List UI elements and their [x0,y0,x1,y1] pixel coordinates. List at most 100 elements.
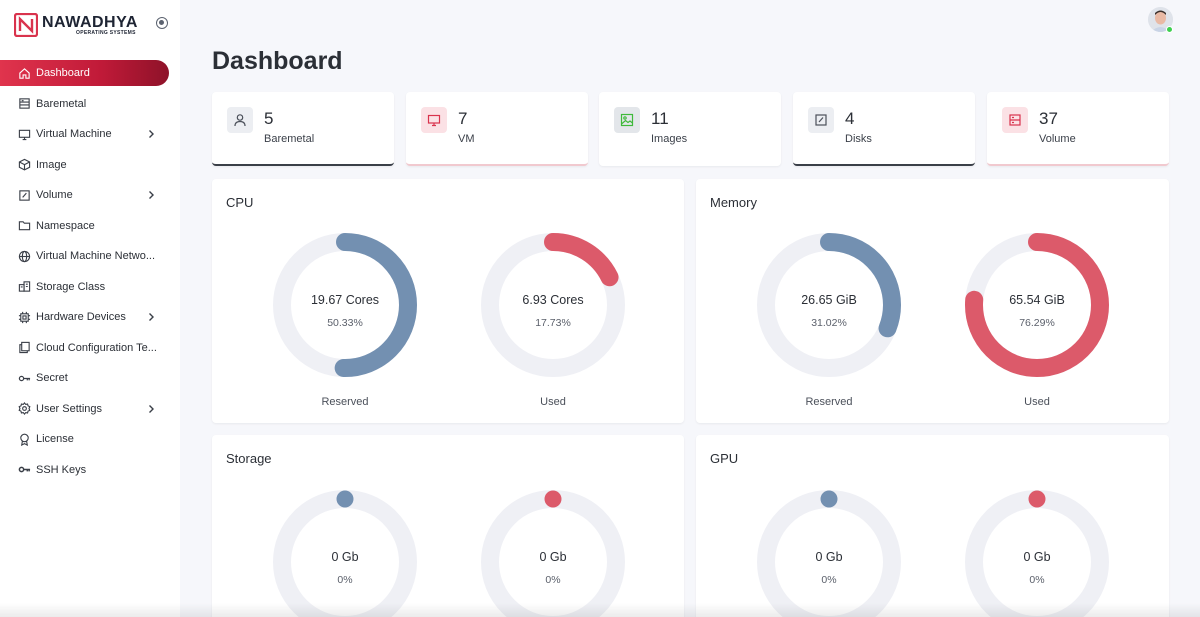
volume-box-icon [1002,107,1028,133]
memory-panel: Memory 26.65 GiB 31.02% Reserved 65.54 G… [696,179,1169,423]
donut-svg [481,490,625,617]
stat-card-volume[interactable]: 37 Volume [987,92,1169,166]
sidebar-item-license[interactable]: License [0,424,180,455]
sidebar-item-namespace[interactable]: Namespace [0,211,180,242]
sidebar-item-label: Virtual Machine [36,128,112,141]
stat-value: 11 [651,109,669,128]
donut-value: 0 Gb [1023,550,1051,564]
sidebar-item-label: License [36,433,74,446]
donut-value: 0 Gb [815,550,843,564]
panel-title: Memory [710,195,757,210]
donut-caption: Reserved [321,396,369,408]
donut-arc [965,233,1109,377]
sidebar-item-hardware-devices[interactable]: Hardware Devices [0,302,180,333]
donut-value: 0 Gb [331,550,359,564]
donut-svg [481,233,625,377]
memory-reserved-donut[interactable]: 26.65 GiB 31.02% [757,233,901,377]
key-icon [17,463,31,477]
memory-used-donut[interactable]: 65.54 GiB 76.29% [965,233,1109,377]
donut-svg [757,233,901,377]
donut-value: 65.54 GiB [1009,293,1065,307]
sidebar-item-label: Namespace [36,219,95,232]
sidebar-item-ssh-keys[interactable]: SSH Keys [0,455,180,486]
sidebar-item-vm-network[interactable]: Virtual Machine Netwo... [0,241,180,272]
volume-icon [17,188,31,202]
cpu-used-donut[interactable]: 6.93 Cores 17.73% [481,233,625,377]
chevron-right-icon[interactable] [145,128,157,140]
cpu-panel: CPU 19.67 Cores 50.33% Reserved 6.93 Cor… [212,179,684,423]
donut-caption: Reserved [805,396,853,408]
stat-value: 4 [845,109,855,128]
sidebar-toggle-icon[interactable] [156,17,168,29]
stat-card-images[interactable]: 11 Images [599,92,781,166]
sidebar-item-label: Dashboard [36,67,90,79]
cpu-reserved-donut[interactable]: 19.67 Cores 50.33% [273,233,417,377]
stat-card-vm[interactable]: 7 VM [406,92,588,166]
sidebar-item-image[interactable]: Image [0,150,180,181]
storage-class-icon [17,280,31,294]
sidebar-item-user-settings[interactable]: User Settings [0,394,180,425]
donut-percent: 0% [821,574,837,586]
panel-title: Storage [226,451,272,466]
donut-percent: 76.29% [1019,317,1055,329]
stat-card-baremetal[interactable]: 5 Baremetal [212,92,394,166]
disk-icon [808,107,834,133]
storage-reserved-donut[interactable]: 0 Gb 0% [273,490,417,617]
stat-label: Disks [845,133,872,145]
storage-panel: Storage 0 Gb 0% 0 Gb 0% [212,435,684,617]
sidebar-item-dashboard[interactable]: Dashboard [0,60,169,86]
brand[interactable]: NAWADHYA OPERATING SYSTEMS [14,13,174,37]
donut-svg [757,490,901,617]
cube-icon [17,158,31,172]
donut-percent: 0% [1029,574,1045,586]
brand-name: NAWADHYA [42,14,138,31]
sidebar-item-virtual-machine[interactable]: Virtual Machine [0,119,180,150]
sidebar-item-secret[interactable]: Secret [0,363,180,394]
chevron-right-icon[interactable] [145,403,157,415]
donut-value: 0 Gb [539,550,567,564]
sidebar-item-label: Cloud Configuration Te... [36,341,157,354]
stat-label: Images [651,133,688,145]
sidebar-item-label: Secret [36,372,68,385]
donut-arc [273,233,417,377]
key-icon [17,371,31,385]
award-icon [17,432,31,446]
donut-value: 26.65 GiB [801,293,857,307]
brand-subtitle: OPERATING SYSTEMS [76,30,136,36]
sidebar-item-label: Volume [36,189,73,202]
donut-percent: 17.73% [535,317,571,329]
chevron-right-icon[interactable] [145,311,157,323]
sidebar-item-label: Hardware Devices [36,311,126,324]
panel-title: CPU [226,195,254,210]
server-icon [17,97,31,111]
sidebar-item-baremetal[interactable]: Baremetal [0,89,180,120]
donut-zero-marker [1028,490,1046,508]
gear-icon [17,402,31,416]
donut-percent: 31.02% [811,317,847,329]
chevron-right-icon[interactable] [145,189,157,201]
sidebar-item-label: Image [36,158,67,171]
copy-icon [17,341,31,355]
folder-icon [17,219,31,233]
donut-arc [481,233,625,377]
stat-label: Volume [1039,133,1076,145]
sidebar-item-label: Baremetal [36,97,87,110]
sidebar-item-volume[interactable]: Volume [0,180,180,211]
stat-label: Baremetal [264,133,315,145]
gpu-used-donut[interactable]: 0 Gb 0% [965,490,1109,617]
gpu-reserved-donut[interactable]: 0 Gb 0% [757,490,901,617]
donut-caption: Used [540,396,566,408]
donut-svg [273,233,417,377]
stat-card-disks[interactable]: 4 Disks [793,92,975,166]
image-icon [614,107,640,133]
sidebar-item-label: Virtual Machine Netwo... [36,250,156,263]
chip-icon [17,310,31,324]
donut-caption: Used [1024,396,1050,408]
sidebar: NAWADHYA OPERATING SYSTEMS Dashboard Bar… [0,0,180,617]
sidebar-item-storage-class[interactable]: Storage Class [0,272,180,303]
monitor-icon [421,107,447,133]
bottom-fade [0,603,1200,617]
stat-value: 37 [1039,109,1058,128]
storage-used-donut[interactable]: 0 Gb 0% [481,490,625,617]
sidebar-item-cloud-configuration[interactable]: Cloud Configuration Te... [0,333,180,364]
